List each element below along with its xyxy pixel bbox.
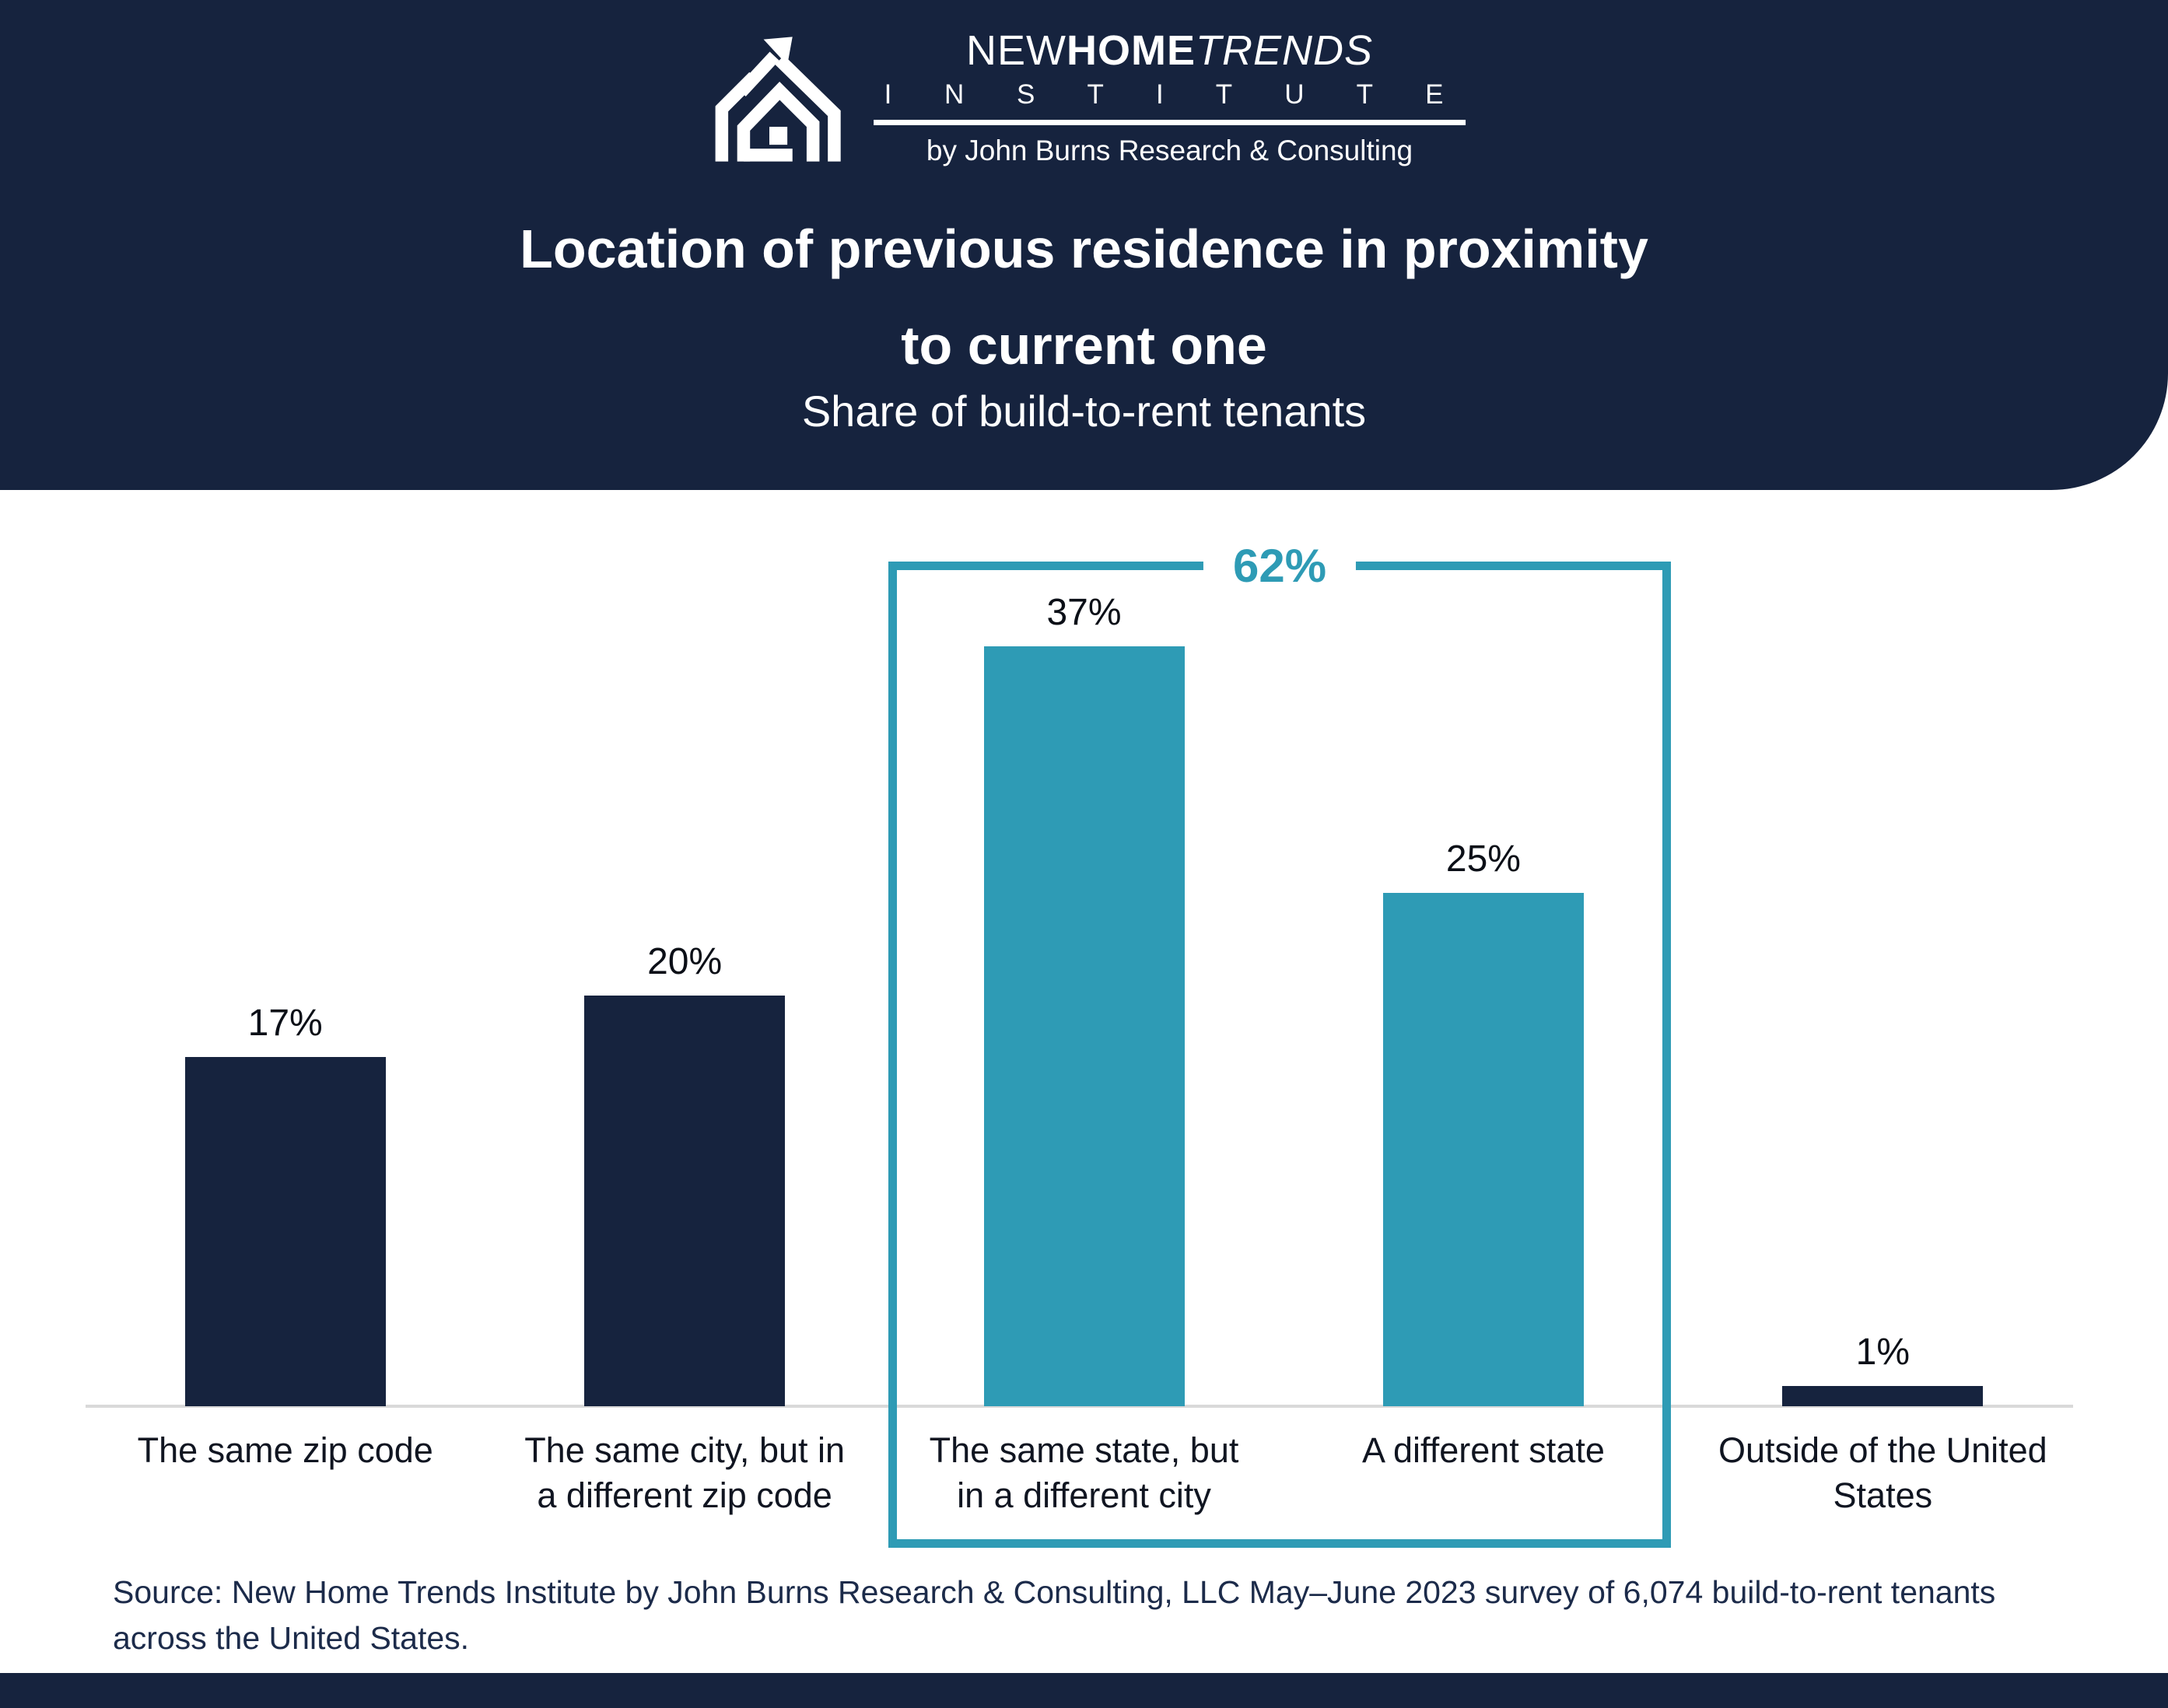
highlight-bracket-label: 62% bbox=[1203, 529, 1357, 603]
page-title-line1: Location of previous residence in proxim… bbox=[520, 219, 1648, 279]
brand-name: NEWHOMETRENDS bbox=[966, 26, 1373, 75]
brand-institute: I N S T I T U T E bbox=[884, 79, 1466, 110]
bar-value-label: 1% bbox=[1855, 1332, 1911, 1373]
brand-name-trends: TRENDS bbox=[1195, 27, 1373, 74]
bar bbox=[1782, 1386, 1984, 1406]
bar-slot: 20% bbox=[485, 590, 884, 1406]
category-label: Outside of the United States bbox=[1718, 1430, 2047, 1515]
bar bbox=[983, 646, 1185, 1406]
footer-bar bbox=[0, 1673, 2168, 1708]
brand-name-home: HOME bbox=[1066, 27, 1196, 74]
category-label: The same zip code bbox=[137, 1430, 433, 1470]
bar bbox=[1382, 893, 1584, 1406]
bar bbox=[184, 1057, 386, 1406]
bar-value-label: 25% bbox=[1445, 838, 1521, 880]
bar-slot: 37% bbox=[884, 590, 1284, 1406]
house-arrow-icon bbox=[702, 32, 850, 163]
category-label: A different state bbox=[1361, 1430, 1605, 1470]
bar-value-label: 37% bbox=[1046, 592, 1122, 633]
category-axis-labels: The same zip code The same city, but in a… bbox=[86, 1428, 2082, 1518]
logo-divider bbox=[873, 120, 1466, 125]
category-label: The same state, but in a different city bbox=[929, 1430, 1239, 1515]
header-panel: NEWHOMETRENDS I N S T I T U T E by John … bbox=[0, 0, 2168, 490]
brand-logo-text: NEWHOMETRENDS I N S T I T U T E by John … bbox=[873, 26, 1466, 167]
bar-value-label: 20% bbox=[647, 941, 723, 982]
bar-slot: 17% bbox=[86, 590, 485, 1406]
brand-name-new: NEW bbox=[965, 27, 1066, 74]
brand-byline: by John Burns Research & Consulting bbox=[926, 135, 1413, 166]
category-label: The same city, but in a different zip co… bbox=[524, 1430, 846, 1515]
source-note: Source: New Home Trends Institute by Joh… bbox=[113, 1574, 1996, 1656]
bar bbox=[584, 996, 786, 1406]
bar-value-label: 17% bbox=[247, 1003, 323, 1044]
highlight-bracket: 62% bbox=[888, 529, 1671, 1548]
page-title: Location of previous residence in proxim… bbox=[0, 201, 2168, 394]
page-subtitle: Share of build-to-rent tenants bbox=[801, 387, 1367, 436]
brand-logo: NEWHOMETRENDS I N S T I T U T E by John … bbox=[702, 26, 1466, 167]
bar-slot: 25% bbox=[1284, 590, 1683, 1406]
x-axis-line bbox=[86, 1405, 2073, 1408]
bar-chart: 17% 20% 37% 25% 1% bbox=[86, 590, 2082, 1406]
bar-slot: 1% bbox=[1683, 590, 2082, 1406]
page-title-line2: to current one bbox=[901, 315, 1267, 376]
